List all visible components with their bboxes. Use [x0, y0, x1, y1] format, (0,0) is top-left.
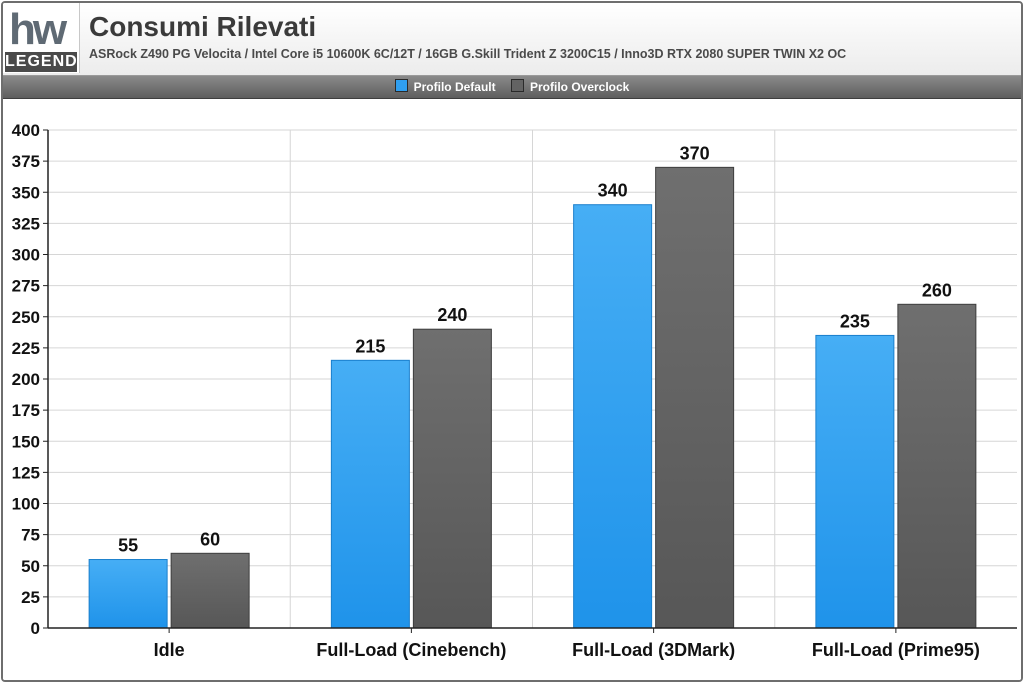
y-tick-label: 0 [31, 619, 40, 638]
y-tick-label: 125 [12, 463, 40, 482]
bar-overclock [412, 328, 492, 629]
chart-header: hw LEGEND Consumi Rilevati ASRock Z490 P… [3, 3, 1021, 76]
y-tick-label: 250 [12, 308, 40, 327]
data-label: 370 [680, 143, 710, 163]
data-label: 260 [922, 280, 952, 300]
y-tick-label: 75 [21, 526, 40, 545]
y-tick-label: 325 [12, 214, 40, 233]
legend-swatch-default [394, 79, 408, 93]
y-tick-label: 300 [12, 246, 40, 265]
logo-text: LEGEND [5, 52, 78, 72]
y-tick-label: 275 [12, 277, 40, 296]
logo-mark: hw [9, 5, 67, 54]
data-label: 55 [118, 536, 138, 556]
bar-overclock [897, 303, 977, 629]
bar-chart: 0 25 50 75 100 125 150 175 200 225 250 275 300 325 350… [12, 121, 1017, 660]
y-tick-label: 350 [12, 183, 40, 202]
y-tick-label: 225 [12, 339, 40, 358]
data-label: 235 [840, 311, 870, 331]
hwlegend-logo: hw LEGEND [3, 3, 80, 73]
x-tick-label: Idle [154, 640, 185, 660]
y-tick-label: 175 [12, 401, 40, 420]
y-tick-label: 375 [12, 152, 40, 171]
chart-subtitle: ASRock Z490 PG Velocita / Intel Core i5 … [89, 47, 847, 61]
legend-item-overclock: Profilo Overclock [510, 79, 630, 95]
bar-default [815, 334, 895, 629]
y-tick-label: 25 [21, 588, 40, 607]
data-label: 240 [437, 305, 467, 325]
data-label: 215 [355, 336, 385, 356]
bar-default [88, 559, 168, 629]
bar-default [573, 204, 653, 629]
x-tick-label: Full-Load (Prime95) [812, 640, 980, 660]
legend-label-overclock: Profilo Overclock [529, 80, 630, 95]
legend-label-default: Profilo Default [413, 80, 496, 95]
data-label: 340 [598, 181, 628, 201]
bar-overclock [170, 552, 250, 629]
chart-title: Consumi Rilevati [89, 11, 317, 42]
x-tick-label: Full-Load (Cinebench) [316, 640, 506, 660]
bar-overclock [655, 166, 735, 629]
y-tick-label: 100 [12, 495, 40, 514]
chart-area: 0 25 50 75 100 125 150 175 200 225 250 275 300 325 350… [3, 99, 1021, 680]
y-tick-label: 200 [12, 370, 40, 389]
bar-default [330, 359, 410, 629]
y-tick-label: 400 [12, 121, 40, 140]
legend-item-default: Profilo Default [394, 79, 496, 95]
data-label: 60 [200, 529, 220, 549]
y-tick-label: 50 [21, 557, 40, 576]
legend-swatch-overclock [510, 79, 524, 93]
legend: Profilo Default Profilo Overclock [3, 76, 1021, 99]
y-tick-label: 150 [12, 432, 40, 451]
x-tick-label: Full-Load (3DMark) [572, 640, 735, 660]
